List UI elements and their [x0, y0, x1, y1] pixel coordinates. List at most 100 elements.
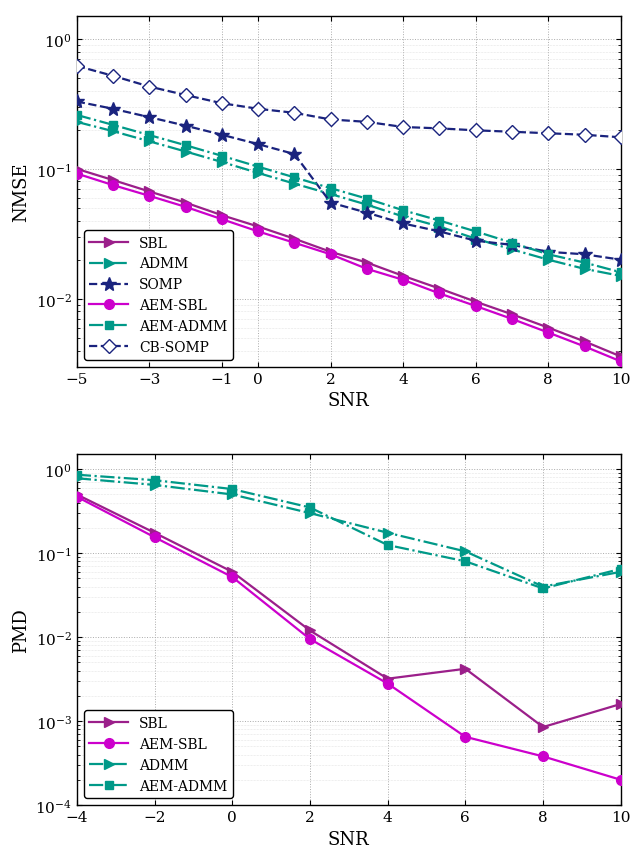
- ADMM: [545, 256, 552, 266]
- CB-SOMP: [436, 124, 444, 135]
- SBL: [617, 352, 625, 362]
- SBL: [508, 310, 516, 320]
- SBL: [384, 674, 392, 684]
- SOMP: [545, 247, 552, 257]
- AEM-ADMM: [306, 503, 314, 513]
- CB-SOMP: [580, 130, 588, 141]
- SBL: [306, 625, 314, 636]
- AEM-SBL: [580, 342, 588, 352]
- AEM-ADMM: [545, 250, 552, 260]
- Line: SBL: SBL: [72, 490, 626, 732]
- Line: CB-SOMP: CB-SOMP: [72, 62, 626, 143]
- SBL: [580, 337, 588, 347]
- SBL: [228, 567, 236, 578]
- AEM-ADMM: [218, 152, 226, 162]
- AEM-SBL: [617, 357, 625, 367]
- AEM-ADMM: [327, 184, 335, 194]
- Line: ADMM: ADMM: [72, 118, 626, 281]
- AEM-SBL: [384, 679, 392, 689]
- SBL: [73, 490, 81, 500]
- AEM-ADMM: [109, 121, 117, 131]
- CB-SOMP: [291, 108, 298, 118]
- CB-SOMP: [145, 83, 153, 93]
- SBL: [363, 258, 371, 268]
- AEM-SBL: [617, 774, 625, 785]
- AEM-ADMM: [580, 258, 588, 268]
- SOMP: [182, 122, 189, 132]
- SOMP: [254, 140, 262, 150]
- AEM-SBL: [228, 573, 236, 583]
- AEM-SBL: [145, 192, 153, 202]
- SOMP: [399, 219, 407, 229]
- Line: AEM-SBL: AEM-SBL: [72, 170, 626, 367]
- AEM-SBL: [291, 239, 298, 249]
- SBL: [472, 297, 479, 308]
- SBL: [545, 323, 552, 333]
- SBL: [436, 284, 444, 294]
- AEM-ADMM: [228, 485, 236, 495]
- Y-axis label: PMD: PMD: [12, 607, 29, 653]
- AEM-ADMM: [363, 194, 371, 204]
- ADMM: [461, 547, 469, 557]
- SOMP: [73, 97, 81, 107]
- AEM-SBL: [73, 170, 81, 180]
- AEM-SBL: [306, 634, 314, 644]
- SBL: [218, 210, 226, 221]
- ADMM: [150, 481, 158, 491]
- Line: AEM-ADMM: AEM-ADMM: [72, 112, 625, 277]
- AEM-SBL: [218, 215, 226, 225]
- SBL: [540, 722, 547, 733]
- ADMM: [580, 264, 588, 274]
- ADMM: [540, 582, 547, 592]
- ADMM: [218, 158, 226, 168]
- SBL: [254, 222, 262, 233]
- Line: AEM-SBL: AEM-SBL: [72, 492, 626, 785]
- AEM-ADMM: [73, 111, 81, 121]
- SBL: [327, 247, 335, 257]
- AEM-SBL: [363, 264, 371, 274]
- SOMP: [472, 236, 479, 246]
- CB-SOMP: [545, 129, 552, 139]
- AEM-SBL: [182, 203, 189, 213]
- ADMM: [306, 509, 314, 519]
- SBL: [461, 664, 469, 674]
- ADMM: [73, 474, 81, 484]
- SOMP: [291, 150, 298, 160]
- AEM-SBL: [73, 492, 81, 503]
- ADMM: [384, 528, 392, 538]
- AEM-ADMM: [73, 470, 81, 481]
- AEM-ADMM: [254, 163, 262, 173]
- ADMM: [73, 118, 81, 128]
- SOMP: [145, 113, 153, 124]
- SBL: [291, 234, 298, 245]
- ADMM: [254, 169, 262, 179]
- AEM-SBL: [436, 289, 444, 299]
- ADMM: [327, 190, 335, 200]
- ADMM: [182, 147, 189, 158]
- ADMM: [617, 567, 625, 578]
- CB-SOMP: [182, 91, 189, 101]
- ADMM: [363, 200, 371, 210]
- SOMP: [617, 256, 625, 266]
- AEM-SBL: [540, 751, 547, 762]
- CB-SOMP: [472, 126, 479, 136]
- SBL: [617, 699, 625, 709]
- SBL: [150, 528, 158, 538]
- AEM-ADMM: [472, 227, 479, 237]
- ADMM: [617, 272, 625, 282]
- CB-SOMP: [399, 123, 407, 133]
- ADMM: [109, 127, 117, 137]
- ADMM: [228, 490, 236, 500]
- CB-SOMP: [109, 72, 117, 82]
- AEM-SBL: [461, 732, 469, 742]
- SOMP: [436, 227, 444, 237]
- ADMM: [472, 234, 479, 245]
- SOMP: [363, 209, 371, 219]
- Legend: SBL, ADMM, SOMP, AEM-SBL, AEM-ADMM, CB-SOMP: SBL, ADMM, SOMP, AEM-SBL, AEM-ADMM, CB-S…: [84, 231, 233, 360]
- AEM-ADMM: [150, 475, 158, 486]
- Y-axis label: NMSE: NMSE: [12, 163, 30, 222]
- AEM-ADMM: [617, 564, 625, 574]
- Line: ADMM: ADMM: [72, 474, 626, 592]
- CB-SOMP: [254, 105, 262, 115]
- AEM-ADMM: [461, 556, 469, 567]
